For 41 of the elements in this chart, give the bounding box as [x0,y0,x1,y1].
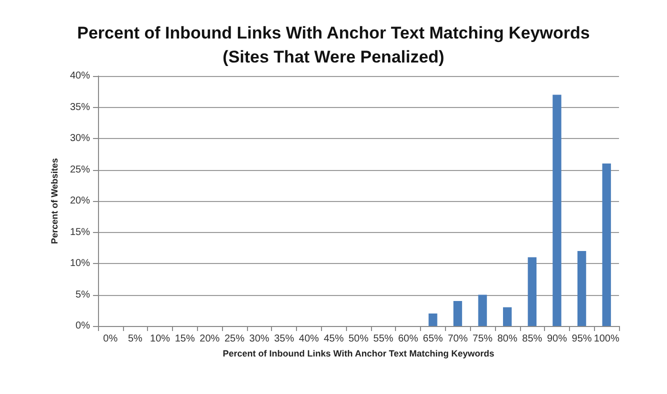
x-tick-label: 0% [103,334,118,344]
y-tick-label: 40% [70,70,90,82]
x-tick-label: 50% [348,334,369,344]
x-tick-label: 5% [128,334,143,344]
x-tick-label: 10% [150,334,170,344]
x-tick-label: 65% [422,334,444,344]
bar [552,94,562,326]
x-tick-label: 90% [546,334,568,344]
x-tick-label: 70% [448,334,468,344]
y-axis-title: Percent of Websites [50,158,60,244]
bar [428,314,438,326]
x-tick-label: 40% [298,334,319,344]
x-tick-label: 100% [594,334,620,344]
x-tick-label: 55% [373,334,394,344]
chart-title: Percent of Inbound Links With Anchor Text Matching Keywords (Sites That Were Penalized) [77,24,590,66]
y-tick-label: 5% [76,289,90,300]
x-tick-label: 25% [224,334,245,344]
x-tick-label: 15% [174,334,195,344]
x-tick-label: 60% [398,334,418,344]
y-tick-label: 10% [70,258,90,269]
x-tick-label: 80% [497,334,518,344]
y-tick-label: 0% [76,320,90,332]
y-tick-label: 30% [70,133,90,144]
x-tick-label: 30% [249,334,270,344]
x-tick-label: 85% [522,334,542,344]
y-tick-label: 15% [70,226,90,238]
bar [503,307,512,326]
bar [453,301,462,326]
bar [577,251,586,326]
x-tick-label: 35% [274,334,294,344]
x-tick-label: 45% [324,334,344,344]
x-tick-label: 20% [200,334,220,344]
x-axis-title: Percent of Inbound Links With Anchor Text Matching Keywords [222,348,494,358]
bar [528,257,537,326]
y-tick-label: 20% [70,196,90,206]
bar [478,294,487,326]
bar [602,164,611,326]
y-tick-label: 35% [70,102,90,113]
x-tick-label: 95% [572,334,592,344]
x-tick-label: 75% [472,334,493,344]
y-tick-label: 25% [70,164,90,176]
